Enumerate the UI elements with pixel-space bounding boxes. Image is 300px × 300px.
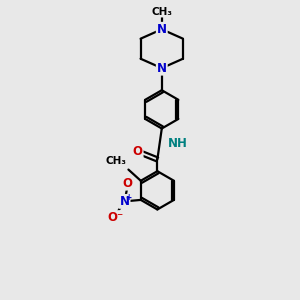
Text: O: O: [133, 145, 142, 158]
Text: +: +: [126, 193, 132, 202]
Text: CH₃: CH₃: [151, 7, 172, 16]
Text: O: O: [122, 177, 133, 190]
Text: N: N: [120, 195, 130, 208]
Text: N: N: [157, 23, 167, 36]
Text: N: N: [157, 61, 167, 75]
Text: O⁻: O⁻: [108, 211, 124, 224]
Text: NH: NH: [167, 137, 188, 151]
Text: CH₃: CH₃: [106, 156, 127, 166]
